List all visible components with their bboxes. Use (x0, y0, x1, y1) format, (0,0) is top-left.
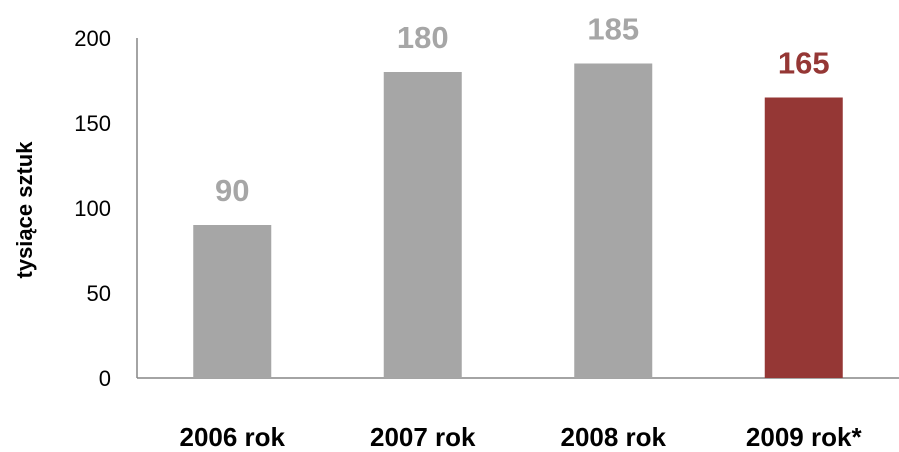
bar (574, 63, 653, 378)
category-labels-group: 2006 rok 2007 rok 2008 rok 2009 rok* (179, 422, 862, 452)
bar (193, 225, 272, 378)
data-labels-group: 90 180 185 165 (215, 12, 830, 209)
bar (764, 97, 843, 378)
bar-value-label: 185 (587, 12, 639, 47)
y-tick-label: 0 (99, 366, 111, 391)
y-tick-label: 100 (74, 196, 111, 221)
y-tick-label: 200 (74, 26, 111, 51)
bars-group (193, 63, 843, 378)
bar (383, 72, 462, 378)
y-axis-title: tysiące sztuk (12, 141, 37, 279)
y-tick-label: 150 (74, 111, 111, 136)
y-tick-label: 50 (87, 281, 111, 306)
category-label: 2009 rok* (746, 422, 863, 452)
category-label: 2007 rok (370, 422, 476, 452)
category-label: 2006 rok (179, 422, 285, 452)
bar-value-label: 90 (215, 173, 249, 208)
y-axis-ticks: 0 50 100 150 200 (74, 26, 111, 391)
bar-value-label: 180 (397, 20, 449, 55)
bar-value-label: 165 (778, 46, 830, 81)
category-label: 2008 rok (560, 422, 666, 452)
